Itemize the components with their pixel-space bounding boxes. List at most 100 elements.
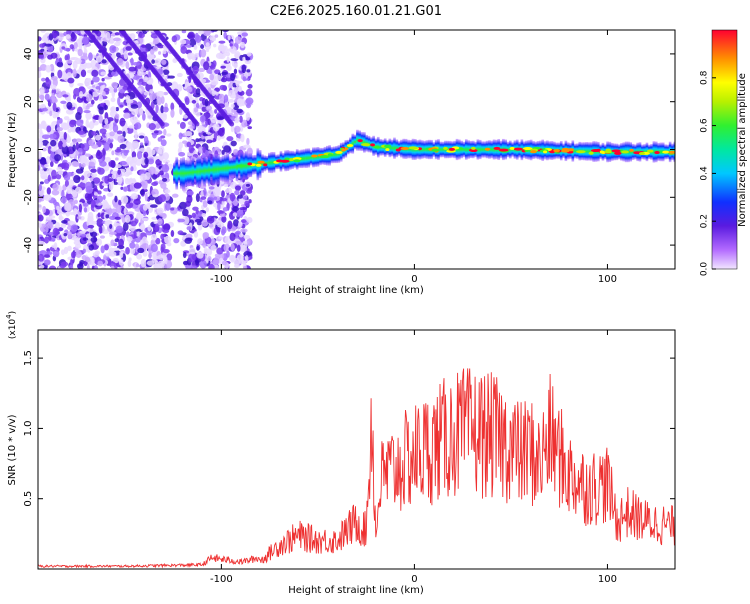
spectrogram-noise-cell [144,192,148,202]
spectrogram-noise-cell [73,175,81,184]
spectrogram-noise-cell [44,236,49,244]
spectrogram-noise-cell [110,54,117,59]
spectrogram-noise-cell [52,112,58,119]
snr-x-tick-label: 100 [598,574,617,585]
spectrogram-noise-cell [82,102,86,110]
spectrogram-noise-cell [212,259,220,265]
spectrogram-noise-cell [82,36,89,45]
spectrogram-band-cell [490,140,494,159]
spectrogram-noise-cell [178,141,183,149]
spectrogram-noise-cell [75,168,84,174]
spectrogram-noise-cell [113,181,118,185]
spectrogram-noise-cell [233,219,239,227]
spectrogram-noise-cell [51,30,58,39]
spectrogram-peak-cell [335,150,343,154]
spectrogram-noise-cell [144,77,148,82]
spectrogram-noise-cell [63,174,71,181]
spectrogram-noise-cell [46,125,52,133]
spectrogram-noise-cell [56,91,63,99]
spectrogram-peak-cell [576,150,586,154]
spectrogram-noise-cell [38,214,44,222]
spectrogram-peak-cell [327,153,333,157]
colorbar-tick-label: 0.6 [700,118,710,133]
spectrogram-noise-cell [179,39,187,45]
spectrogram-band-cell [182,157,185,190]
spectrogram-noise-cell [118,238,124,248]
spectrogram-noise-cell [186,190,194,196]
spectrogram-noise-cell [197,238,203,246]
spectrogram-noise-cell [205,42,210,48]
spectrogram-noise-cell [221,190,225,198]
snr-multiplier-base: (x10 [8,319,18,340]
spectrogram-noise-cell [222,207,228,212]
spectrogram-peak-cell [513,147,523,151]
spectrogram-noise-cell [78,162,82,168]
spectrogram-noise-cell [186,226,192,231]
spectrogram-noise-cell [164,202,171,211]
spectrogram-noise-cell [196,245,200,251]
spectrogram-noise-cell [155,237,161,245]
spectrogram-band-cell [346,139,350,155]
spectrogram-noise-cell [73,42,78,49]
spectrogram-noise-cell [188,247,196,255]
spectrogram-noise-cell [146,77,154,85]
spectrogram-noise-cell [113,164,122,169]
spectrogram-noise-cell [114,148,122,153]
spectrogram-noise-cell [144,157,149,165]
spectrogram-noise-cell [124,171,130,177]
spectrogram-noise-cell [143,135,149,144]
spectrogram-noise-cell [48,265,57,269]
spectrogram-x-ticks: -100 0 100 [210,30,617,285]
spectrogram-band-cell [420,140,424,159]
spectrogram-noise-cell [112,37,121,42]
spectrogram-noise-cell [227,34,231,41]
spectrogram-noise-cell [62,94,69,98]
spectrogram-noise-cell [214,109,218,114]
spectrogram-peak-cell [599,150,604,154]
spectrogram-noise-cell [139,173,148,181]
spectrogram-y-axis-label: Frequency (Hz) [7,112,18,188]
spectrogram-noise-cell [211,37,216,42]
spectrogram-noise-cell [84,79,92,87]
spectrogram-noise-cell [85,111,92,120]
spectrogram-noise-cell [83,207,88,213]
spectrogram-noise-cell [176,120,181,125]
spectrogram-noise-cell [85,185,94,194]
spectrogram-noise-cell [190,125,194,129]
spectrogram-noise-cell [197,127,203,133]
spectrogram-noise-cell [154,223,160,231]
spectrogram-noise-cell [68,189,76,194]
spectrogram-noise-cell [130,195,136,199]
spectrogram-noise-cell [40,30,47,33]
spectrogram-noise-cell [214,219,222,226]
spectrogram-peak-cell [588,151,594,155]
spectrogram-band-cell [629,142,633,162]
spectrogram-noise-cell [90,237,98,243]
spectrogram-noise-cell [233,125,241,133]
spectrogram-peak-cell [604,150,612,154]
spectrogram-noise-cell [104,204,111,209]
spectrogram-noise-cell [61,189,65,198]
spectrogram-noise-cell [102,90,106,97]
spectrogram-band-cell [309,149,313,166]
spectrogram-noise-cell [63,116,70,121]
spectrogram-noise-cell [143,151,149,159]
spectrogram-noise-cell [88,244,95,251]
spectrogram-noise-cell [84,159,90,166]
spectrogram-noise-cell [72,144,76,152]
spectrogram-noise-cell [171,81,179,91]
spectrogram-noise-cell [46,187,51,195]
spectrogram-noise-cell [123,112,131,119]
spectrogram-noise-cell [91,131,97,136]
spectrogram-band-cell [573,143,577,159]
spectrogram-noise-cell [115,106,119,112]
spectrogram-noise-cell [208,186,215,190]
spectrogram-noise-cell [151,181,158,186]
spectrogram-noise-cell [64,266,69,269]
snr-series-line [38,368,675,569]
spectrogram-noise-cell [108,251,117,257]
spectrogram-noise-cell [226,56,230,63]
spectrogram-noise-cell [240,228,248,233]
spectrogram-noise-cell [217,127,225,137]
spectrogram-noise-cell [58,169,64,176]
